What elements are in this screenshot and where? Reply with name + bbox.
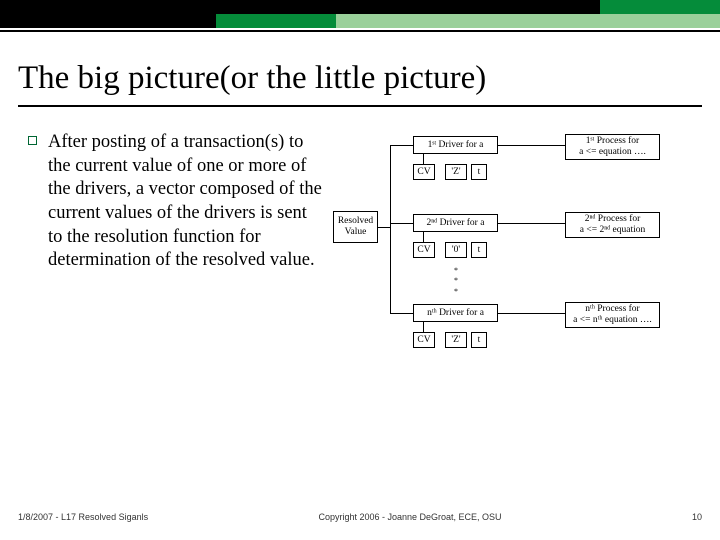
line [390,223,413,224]
line [498,223,565,224]
bar-seg [336,14,720,28]
box-zn: 'Z' [445,332,467,348]
box-z1: 'Z' [445,164,467,180]
bullet-icon [28,136,37,145]
line [423,232,424,242]
box-proc1: 1ˢᵗ Process fora <= equation …. [565,134,660,160]
footer-left: 1/8/2007 - L17 Resolved Siganls [18,512,158,522]
box-t2: t [471,242,487,258]
title-underline [18,105,702,107]
box-resolved: ResolvedValue [333,211,378,243]
line [390,145,391,313]
footer-mid: Copyright 2006 - Joanne DeGroat, ECE, OS… [158,512,662,522]
dots: *** [451,266,461,297]
box-tn: t [471,332,487,348]
line [498,145,565,146]
decorative-bars [0,0,720,32]
line [498,313,565,314]
line [423,322,424,332]
box-cv2: CV [413,242,435,258]
box-driver2: 2ⁿᵈ Driver for a [413,214,498,232]
footer-right: 10 [662,512,702,522]
box-driver1: 1ˢᵗ Driver for a [413,136,498,154]
line [390,145,413,146]
box-02: '0' [445,242,467,258]
box-proc2: 2ⁿᵈ Process fora <= 2ⁿᵈ equation [565,212,660,238]
diagram: ResolvedValue 1ˢᵗ Driver for a CV 'Z' t … [333,131,702,273]
bar-row-1 [0,0,720,14]
bar-seg [216,14,336,28]
slide-title: The big picture(or the little picture) [18,60,702,97]
body-text: After posting of a transaction(s) to the… [48,131,323,273]
box-drivern: nᵗʰ Driver for a [413,304,498,322]
line [390,313,413,314]
bar-row-2 [0,14,720,28]
line [423,154,424,164]
box-t1: t [471,164,487,180]
box-cv1: CV [413,164,435,180]
box-cvn: CV [413,332,435,348]
content-area: After posting of a transaction(s) to the… [18,131,702,273]
bar-seg [0,14,216,28]
box-procn: nᵗʰ Process fora <= nᵗʰ equation …. [565,302,660,328]
thin-underline [0,30,720,32]
bullet-column [18,131,48,273]
line [378,227,390,228]
footer: 1/8/2007 - L17 Resolved Siganls Copyrigh… [18,512,702,522]
bar-seg [600,0,720,14]
bar-seg [0,0,600,14]
